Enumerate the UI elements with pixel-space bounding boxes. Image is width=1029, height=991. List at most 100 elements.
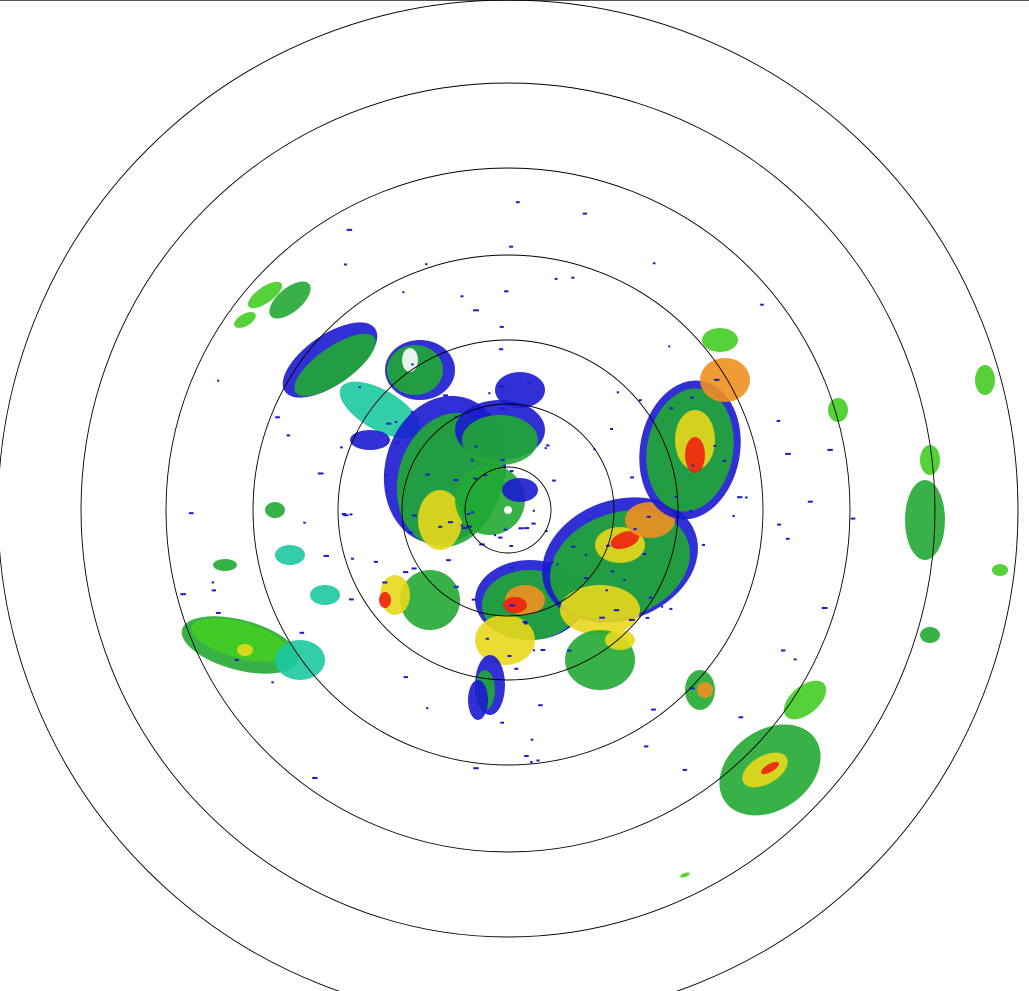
echo-red [685,437,705,473]
echo-speckle [499,325,504,328]
echo-speckle [540,649,546,651]
echo-speckle [669,407,674,410]
echo-speckle [386,489,389,492]
echo-speckle [344,263,347,266]
echo-orange [700,358,750,402]
range-ring [337,339,679,681]
echo-speckle [821,607,828,609]
echo-speckle [299,631,305,634]
echo-speckle [470,459,474,462]
echo-speckle [467,512,471,515]
echo-speckle [584,553,588,556]
echo-speckle [215,611,221,614]
echo-weak [502,478,538,502]
echo-speckle [522,621,528,623]
echo-speckle [524,755,529,757]
echo-speckle [546,444,550,447]
echo-speckle [407,531,413,534]
echo-moderate [265,502,285,518]
echo-bright_green [680,872,690,878]
echo-speckle [412,514,417,517]
echo-speckle [286,434,291,437]
echo-speckle [460,524,463,527]
echo-speckle [776,419,781,422]
echo-speckle [628,618,635,621]
echo-light [310,585,340,605]
echo-speckle [514,667,519,670]
echo-speckle [188,512,194,515]
echo-speckle [503,528,508,531]
echo-speckle [470,511,475,514]
echo-speckle [453,585,459,588]
echo-speckle [346,228,353,231]
echo-moderate [400,570,460,630]
radar-site-marker [504,506,512,514]
echo-yellow [418,490,462,550]
echo-bright_green [920,445,940,475]
range-ring [165,167,851,853]
echo-speckle [538,704,543,707]
echo-speckle [732,515,735,517]
echo-moderate [387,345,443,395]
echo-speckle [403,676,408,679]
echo-speckle [701,543,706,546]
echo-red [503,597,527,613]
echo-speckle [587,518,591,521]
echo-yellow [560,585,640,635]
echo-speckle [349,598,354,601]
range-ring [401,403,615,617]
echo-speckle [382,581,388,584]
echo-speckle [605,589,608,592]
echo-yellow [475,615,535,665]
echo-weak [495,372,545,408]
echo-speckle [350,557,354,560]
echo-speckle [461,527,468,529]
echo-speckle [807,500,813,503]
echo-speckle [781,649,786,652]
echo-speckle [623,579,626,581]
echo-bright_green [702,328,738,352]
echo-speckle [599,616,605,619]
echo-moderate [213,559,237,571]
echo-speckle [633,528,637,531]
echo-speckle [737,496,743,499]
echo-speckle [646,515,651,518]
echo-weak [468,680,488,720]
echo-speckle [674,495,678,498]
echo-speckle [527,382,531,385]
echo-speckle [518,527,524,530]
echo-speckle [645,616,650,619]
echo-speckle [544,447,547,450]
echo-speckle [217,379,220,382]
echo-speckle [498,536,503,539]
echo-speckle [402,291,405,294]
echo-speckle [722,459,727,462]
echo-speckle [613,609,620,612]
echo-speckle [745,496,748,499]
echo-speckle [530,761,533,764]
echo-speckle [630,476,634,479]
echo-speckle [403,571,409,574]
echo-speckle [271,681,274,684]
echo-weak [350,430,390,450]
echo-speckle [275,416,280,419]
echo-speckle [582,212,587,215]
echo-moderate [294,333,376,397]
echo-speckle [571,276,575,279]
echo-speckle [358,386,361,389]
echo-speckle [453,479,459,482]
echo-speckle [668,345,671,348]
echo-bright_green [247,281,283,309]
echo-bright_green [191,618,289,662]
echo-speckle [373,560,378,563]
echo-speckle [507,655,512,657]
echo-speckle [384,474,388,477]
echo-speckle [483,474,488,477]
echo-speckle [341,513,346,515]
echo-speckle [471,598,476,601]
echo-light [275,640,325,680]
echo-speckle [556,563,559,566]
echo-speckle [499,348,504,351]
range-ring [252,254,764,766]
